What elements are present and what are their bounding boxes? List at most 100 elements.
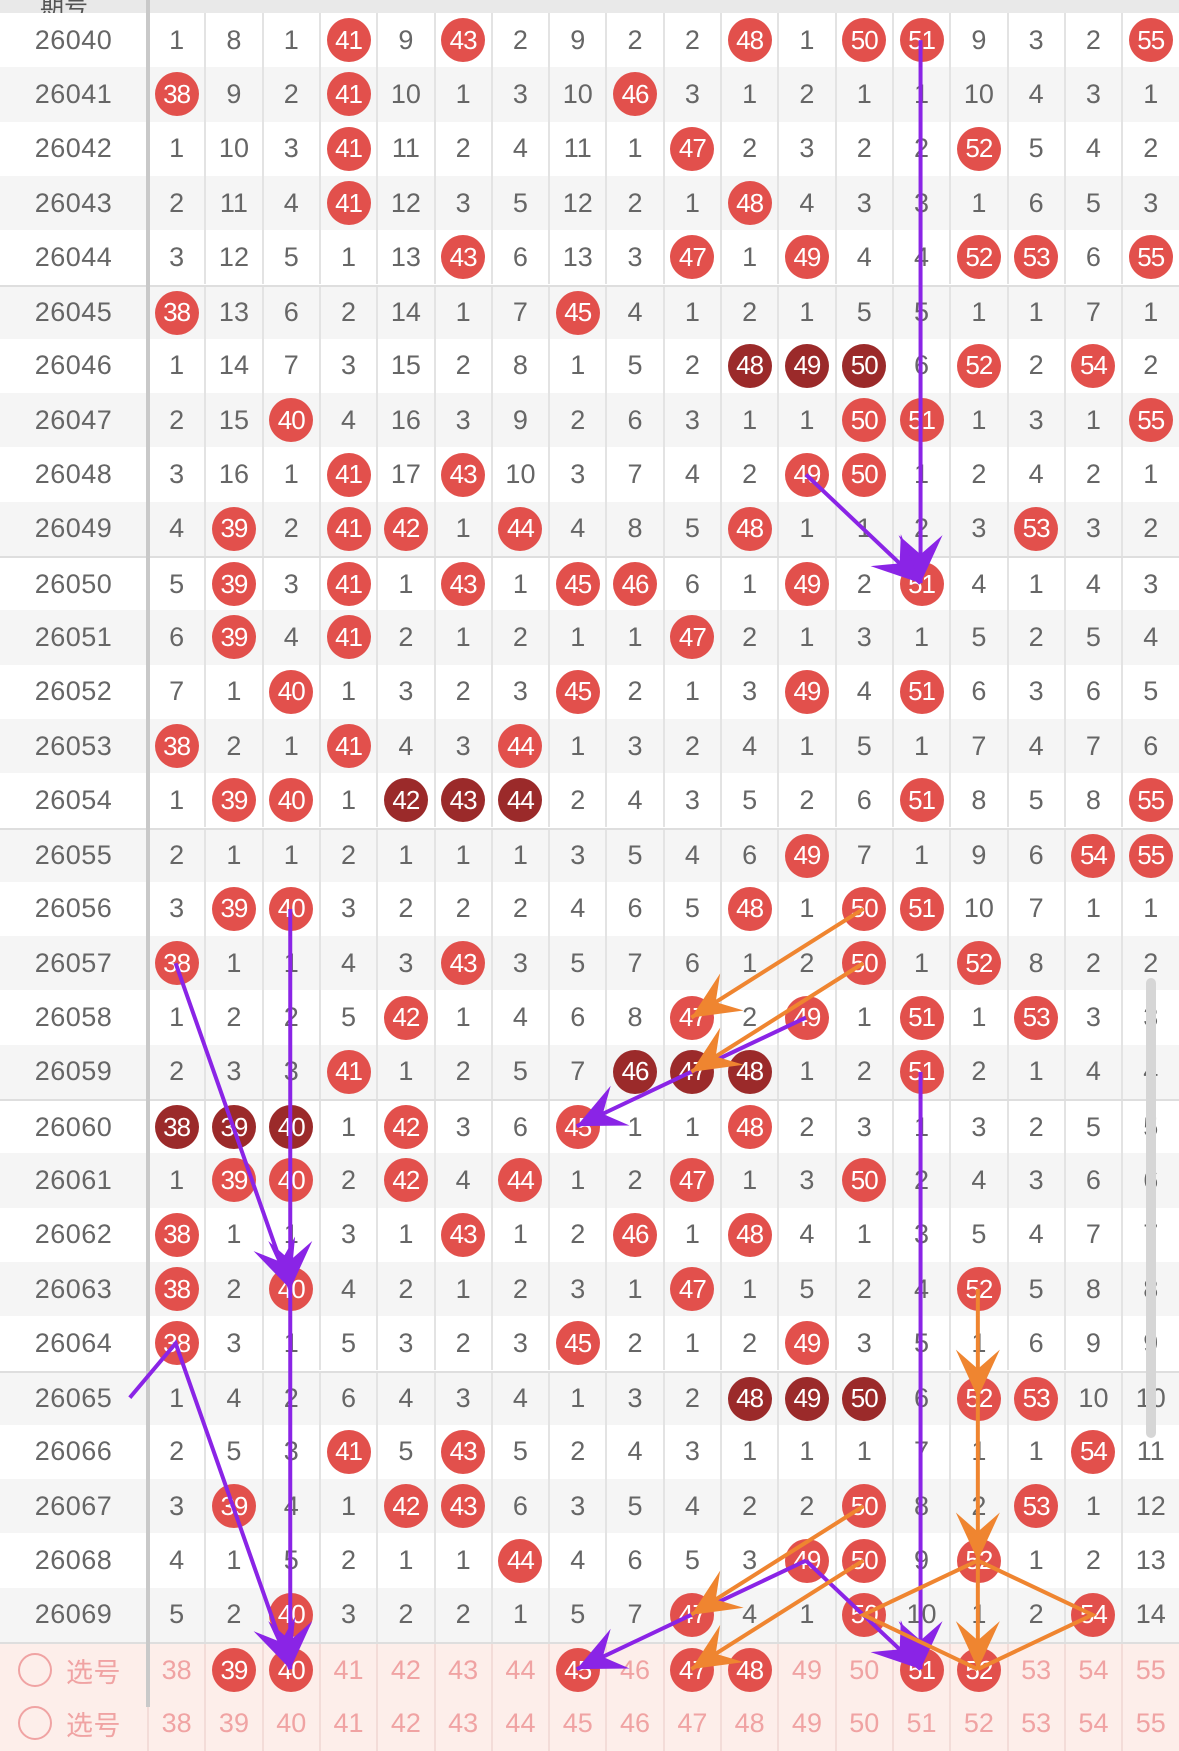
number-cell: 44 bbox=[490, 1533, 548, 1588]
drawn-number-ball: 47 bbox=[670, 1267, 715, 1312]
select-number-cell[interactable]: 54 bbox=[1063, 1644, 1121, 1697]
table-row: 26051 6 39 4 41 2 1 2 1 1 47 2 1 3 1 5 2 5 4 bbox=[0, 610, 1179, 665]
number-cell: 4 bbox=[1006, 447, 1064, 502]
number-cell: 12 bbox=[1121, 1479, 1178, 1534]
number-cell: 2 bbox=[1121, 936, 1178, 991]
number-cell: 6 bbox=[1121, 718, 1178, 774]
number-cell: 1 bbox=[662, 1207, 720, 1262]
select-number-cell[interactable]: 44 bbox=[490, 1644, 548, 1697]
number-cell: 5 bbox=[1006, 773, 1064, 828]
number-cell: 53 bbox=[1006, 1479, 1064, 1534]
select-number-cell[interactable]: 42 bbox=[376, 1644, 433, 1697]
number-cell: 5 bbox=[261, 230, 319, 285]
number-cell: 51 bbox=[891, 773, 949, 828]
number-cell: 4 bbox=[662, 447, 720, 502]
number-cell: 10 bbox=[949, 67, 1006, 122]
number-cell: 12 bbox=[204, 230, 261, 285]
number-cell: 1 bbox=[949, 393, 1006, 448]
number-cell: 7 bbox=[605, 447, 662, 502]
number-cell: 39 bbox=[204, 558, 261, 611]
select-number-cell[interactable]: 55 bbox=[1121, 1644, 1178, 1697]
orange-arrowhead-icon bbox=[691, 1624, 744, 1670]
number-cell: 1 bbox=[662, 1316, 720, 1371]
number-cell: 1 bbox=[1121, 286, 1178, 339]
number-cell: 3 bbox=[1063, 501, 1121, 556]
number-cell: 16 bbox=[204, 447, 261, 502]
number-cell: 3 bbox=[548, 1479, 605, 1534]
select-number-cell[interactable]: 41 bbox=[318, 1644, 376, 1697]
number-cell: 3 bbox=[490, 1316, 548, 1371]
period-column-divider bbox=[146, 0, 150, 1707]
drawn-number-ball: 39 bbox=[211, 1158, 256, 1203]
number-cell: 7 bbox=[490, 286, 548, 339]
selected-number-ball[interactable]: 39 bbox=[211, 1648, 256, 1693]
table-row: 26043 2 11 4 41 12 3 5 12 2 1 48 4 3 3 1 6 5 3 bbox=[0, 175, 1179, 231]
number-cell: 1 bbox=[204, 1533, 261, 1588]
number-cell: 45 bbox=[548, 664, 605, 719]
number-cell: 1 bbox=[949, 175, 1006, 231]
select-number-cell[interactable]: 50 bbox=[834, 1644, 892, 1697]
number-cell: 1 bbox=[720, 67, 777, 122]
select-number-cell[interactable]: 49 bbox=[777, 1644, 834, 1697]
number-cell: 6 bbox=[318, 1372, 376, 1425]
number-cell: 4 bbox=[318, 1261, 376, 1317]
number-cell: 1 bbox=[720, 393, 777, 448]
drawn-number-ball: 52 bbox=[956, 343, 1001, 388]
select-label-cell[interactable]: 选号 bbox=[0, 1644, 147, 1696]
drawn-number-ball: 38 bbox=[154, 1267, 199, 1312]
table-row: 26047 2 15 40 4 16 3 9 2 6 3 1 1 50 51 1 3 1 55 bbox=[0, 393, 1179, 448]
trend-lines-overlay bbox=[128, 40, 1098, 1671]
number-cell: 41 bbox=[318, 558, 376, 611]
number-cell: 1 bbox=[433, 67, 491, 122]
drawn-number-ball: 49 bbox=[784, 562, 829, 607]
number-cell: 41 bbox=[318, 13, 376, 68]
select-number-cell[interactable]: 46 bbox=[605, 1644, 662, 1697]
radio-button[interactable] bbox=[18, 1653, 52, 1688]
drawn-number-ball: 54 bbox=[1071, 833, 1116, 878]
number-cell: 5 bbox=[1006, 121, 1064, 176]
drawn-number-ball: 50 bbox=[842, 941, 887, 986]
number-cell: 7 bbox=[605, 936, 662, 991]
number-cell: 49 bbox=[777, 558, 834, 611]
select-number-cell[interactable]: 48 bbox=[720, 1644, 777, 1697]
number-cell: 2 bbox=[662, 13, 720, 68]
select-number-cell[interactable]: 53 bbox=[1006, 1644, 1064, 1697]
number-cell: 1 bbox=[261, 718, 319, 774]
table-row: 26046 1 14 7 3 15 2 8 1 5 2 48 49 50 6 52 2 54 2 bbox=[0, 338, 1179, 394]
select-number-cell[interactable]: 39 bbox=[204, 1644, 261, 1697]
number-cell: 1 bbox=[490, 1587, 548, 1642]
period-cell: 26059 bbox=[34, 1056, 113, 1087]
number-cell: 1 bbox=[376, 829, 433, 882]
number-cell: 5 bbox=[949, 610, 1006, 665]
number-cell: 1 bbox=[376, 1044, 433, 1099]
number-cell: 6 bbox=[605, 393, 662, 448]
select-number-cell[interactable]: 43 bbox=[433, 1644, 491, 1697]
number-cell: 3 bbox=[777, 1153, 834, 1208]
number-cell: 1 bbox=[261, 829, 319, 882]
period-cell: 26064 bbox=[34, 1327, 113, 1358]
number-cell: 13 bbox=[376, 230, 433, 285]
number-cell: 1 bbox=[605, 610, 662, 665]
drawn-number-ball: 51 bbox=[899, 1049, 944, 1094]
number-cell: 48 bbox=[720, 501, 777, 556]
drawn-number-ball: 48 bbox=[727, 343, 772, 388]
vertical-scrollbar[interactable] bbox=[1146, 978, 1156, 1438]
number-cell: 8 bbox=[605, 501, 662, 556]
number-cell: 1 bbox=[433, 610, 491, 665]
drawn-number-ball: 42 bbox=[383, 1484, 428, 1529]
number-cell: 1 bbox=[433, 501, 491, 556]
number-cell: 3 bbox=[433, 175, 491, 231]
number-cell: 3 bbox=[548, 829, 605, 882]
number-cell: 3 bbox=[376, 936, 433, 991]
number-cell: 8 bbox=[1063, 773, 1121, 828]
number-cell: 11 bbox=[548, 121, 605, 176]
number-cell: 9 bbox=[376, 13, 433, 68]
number-cell: 4 bbox=[261, 175, 319, 231]
selected-number-ball[interactable]: 48 bbox=[727, 1648, 772, 1693]
radio-button[interactable] bbox=[18, 1706, 52, 1741]
number-cell: 7 bbox=[949, 718, 1006, 774]
number-cell: 2 bbox=[949, 1044, 1006, 1099]
number-cell: 42 bbox=[376, 1153, 433, 1208]
number-cell: 41 bbox=[318, 175, 376, 231]
number-cell: 50 bbox=[834, 447, 892, 502]
